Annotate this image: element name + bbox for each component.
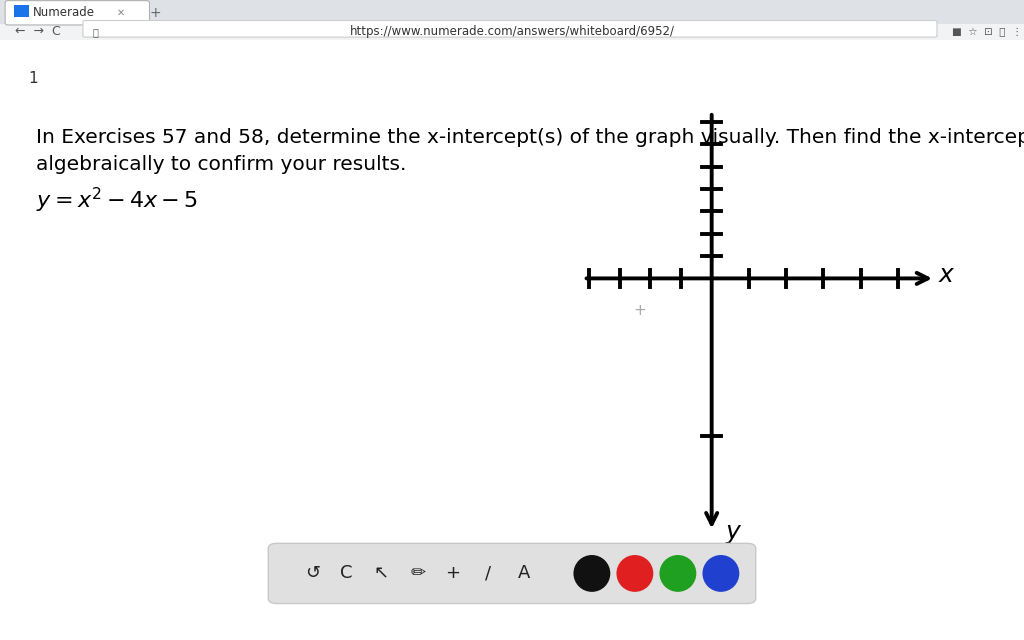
Text: 1: 1: [29, 70, 38, 86]
Text: $y$: $y$: [725, 522, 743, 547]
Text: ↖: ↖: [374, 564, 388, 582]
Bar: [14, 5, 29, 17]
Ellipse shape: [573, 555, 610, 592]
Text: A: A: [518, 564, 530, 582]
Bar: [0, 0, 1024, 40]
Text: $y = x^2 - 4x - 5$: $y = x^2 - 4x - 5$: [36, 186, 198, 215]
Text: +: +: [445, 564, 460, 582]
Text: ■  ☆  ⊡  👤  ⋮: ■ ☆ ⊡ 👤 ⋮: [952, 27, 1023, 36]
FancyBboxPatch shape: [268, 543, 756, 604]
FancyBboxPatch shape: [5, 1, 150, 25]
Text: ←  →  C: ← → C: [15, 25, 61, 38]
Text: /: /: [485, 564, 492, 582]
Text: C: C: [340, 564, 352, 582]
Text: 🔒: 🔒: [92, 27, 98, 36]
Bar: [0, 24, 1024, 40]
Text: $x$: $x$: [938, 263, 956, 287]
Ellipse shape: [616, 555, 653, 592]
Text: +: +: [634, 303, 646, 318]
Text: ✏: ✏: [411, 564, 425, 582]
Text: ↺: ↺: [305, 564, 319, 582]
Text: Numerade: Numerade: [33, 6, 95, 19]
Ellipse shape: [702, 555, 739, 592]
Text: https://www.numerade.com/answers/whiteboard/6952/: https://www.numerade.com/answers/whitebo…: [349, 25, 675, 38]
Bar: [0, 0, 1024, 24]
Ellipse shape: [659, 555, 696, 592]
Text: algebraically to confirm your results.: algebraically to confirm your results.: [36, 155, 407, 174]
FancyBboxPatch shape: [83, 20, 937, 37]
Text: ✕: ✕: [117, 8, 125, 18]
Text: In Exercises 57 and 58, determine the x-intercept(s) of the graph visually. Then: In Exercises 57 and 58, determine the x-…: [36, 128, 1024, 147]
Text: +: +: [150, 6, 162, 20]
